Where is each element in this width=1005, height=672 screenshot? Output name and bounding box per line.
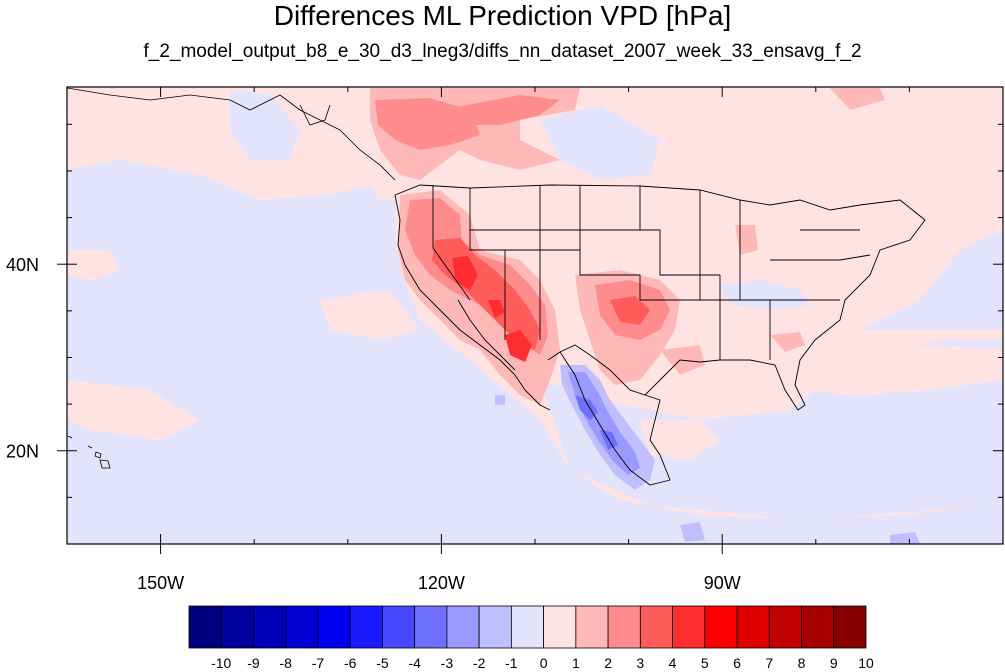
colorbar-segment <box>543 605 577 649</box>
colorbar-label: 3 <box>636 655 644 671</box>
colorbar-segment <box>672 605 706 649</box>
colorbar-label: 9 <box>830 655 838 671</box>
colorbar-segment <box>446 605 480 649</box>
colorbar-segment <box>317 605 351 649</box>
colorbar-label: 0 <box>540 655 548 671</box>
colorbar-label: -7 <box>312 655 325 671</box>
map-plot-area <box>67 87 1003 544</box>
map-boundaries <box>394 184 926 486</box>
colorbar-label: 2 <box>604 655 612 671</box>
colorbar-label: 1 <box>572 655 580 671</box>
colorbar-segment <box>704 605 738 649</box>
colorbar-label: 8 <box>798 655 806 671</box>
colorbar-segment <box>736 605 770 649</box>
lat-tick-label: 20N <box>6 442 39 462</box>
colorbar-segment <box>575 605 609 649</box>
colorbar-label: -10 <box>211 655 231 671</box>
colorbar-label: -8 <box>279 655 292 671</box>
colorbar-segment <box>639 605 673 649</box>
lon-tick-label: 90W <box>704 573 741 593</box>
colorbar-label: -2 <box>473 655 486 671</box>
colorbar-label: -4 <box>408 655 421 671</box>
hawaii-islands <box>67 435 111 469</box>
colorbar-label: -3 <box>441 655 454 671</box>
map-subtitle: f_2_model_output_b8_e_30_d3_lneg3/diffs_… <box>143 41 862 62</box>
colorbar-label: -6 <box>344 655 357 671</box>
colorbar-segment <box>414 605 448 649</box>
lon-tick-label: 150W <box>137 573 184 593</box>
lat-tick-label: 40N <box>6 255 39 275</box>
colorbar-segment <box>382 605 416 649</box>
colorbar-segment <box>478 605 512 649</box>
colorbar-label: 10 <box>858 655 874 671</box>
colorbar-label: 5 <box>701 655 709 671</box>
colorbar-segment <box>285 605 319 649</box>
colorbar-segment <box>253 605 287 649</box>
colorbar-segment <box>349 605 383 649</box>
field-negative-level-2 <box>568 372 640 475</box>
axis-tick-labels: 150W 120W 90W 40N 20N <box>6 255 741 593</box>
colorbar-label: 6 <box>733 655 741 671</box>
colorbar-segment <box>220 605 254 649</box>
map-title: Differences ML Prediction VPD [hPa] <box>273 0 732 31</box>
colorbar-label: 7 <box>765 655 773 671</box>
colorbar-segment <box>833 605 867 649</box>
colorbar-segment <box>801 605 835 649</box>
lon-tick-label: 120W <box>418 573 465 593</box>
colorbar-label: -5 <box>376 655 389 671</box>
colorbar-label: 4 <box>669 655 677 671</box>
colorbar-label: -9 <box>247 655 260 671</box>
alaska-coast <box>67 87 396 181</box>
colorbar <box>188 605 867 649</box>
colorbar-label: -1 <box>505 655 518 671</box>
field-positive-level-4 <box>452 256 532 362</box>
colorbar-segment <box>607 605 641 649</box>
axis-ticks <box>57 87 1004 554</box>
colorbar-segment <box>768 605 802 649</box>
colorbar-segment <box>188 605 222 649</box>
colorbar-segment <box>510 605 545 649</box>
field-positive-pacific-patches <box>67 250 1003 460</box>
colorbar-labels: -10 -9 -8 -7 -6 -5 -4 -3 -2 -1 0 1 2 3 4 5 6 7 8 9 10 <box>211 655 874 671</box>
